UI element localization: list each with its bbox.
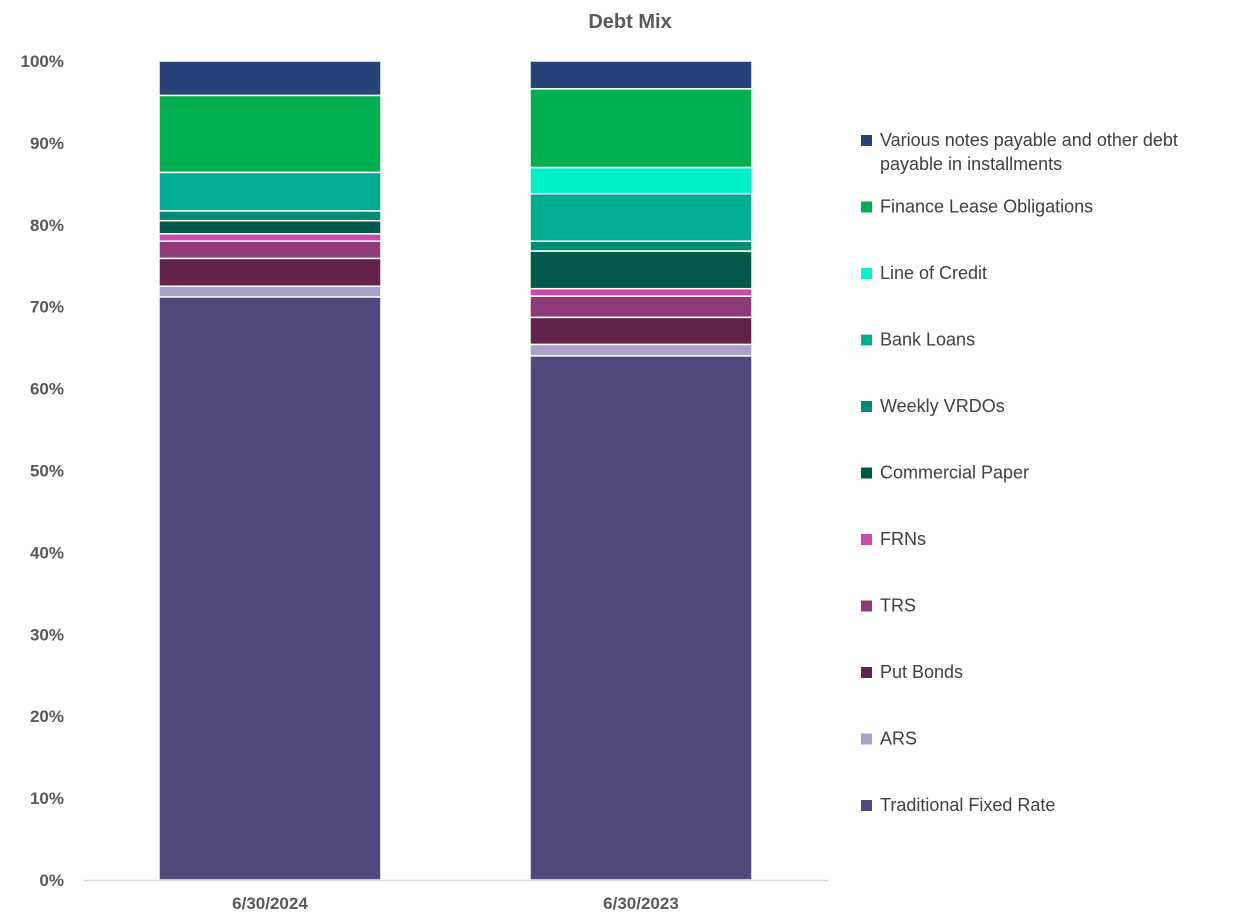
y-tick-label: 70% xyxy=(30,298,64,317)
x-axis: 6/30/2024 6/30/2023 xyxy=(232,894,679,913)
y-tick-label: 60% xyxy=(30,380,64,399)
x-tick-label: 6/30/2023 xyxy=(603,894,679,913)
bar-segment xyxy=(529,166,753,195)
y-tick-label: 10% xyxy=(30,789,64,808)
legend-item: FRNs xyxy=(861,529,926,549)
legend-swatch xyxy=(861,534,872,545)
legend-label: TRS xyxy=(880,596,916,616)
legend-swatch xyxy=(861,135,872,146)
y-tick-label: 100% xyxy=(21,52,64,71)
legend-label: Commercial Paper xyxy=(880,463,1029,483)
legend-swatch xyxy=(861,401,872,412)
legend-item: Commercial Paper xyxy=(861,463,1029,483)
legend-swatch xyxy=(861,268,872,279)
bar-segment xyxy=(529,316,753,346)
bar-segment xyxy=(158,219,382,235)
legend-label: FRNs xyxy=(880,529,926,549)
y-tick-label: 50% xyxy=(30,462,64,481)
bar-segment xyxy=(158,257,382,287)
legend-item: Finance Lease Obligations xyxy=(861,197,1093,217)
legend-swatch xyxy=(861,201,872,213)
legend-swatch xyxy=(861,600,872,612)
bar-segment xyxy=(529,250,753,290)
legend-swatch xyxy=(861,733,872,745)
legend-swatch xyxy=(861,667,872,678)
y-tick-label: 20% xyxy=(30,707,64,726)
bar-stack xyxy=(529,60,753,881)
y-tick-label: 0% xyxy=(39,871,64,890)
legend-swatch xyxy=(861,334,872,346)
bar-segment xyxy=(158,296,382,881)
bar-segment xyxy=(529,343,753,357)
legend-label: Weekly VRDOs xyxy=(880,396,1005,416)
bar-segment xyxy=(529,192,753,242)
legend-label: Traditional Fixed Rate xyxy=(880,795,1055,815)
legend-label: Put Bonds xyxy=(880,662,963,682)
legend-item: ARS xyxy=(861,729,917,749)
bar-segment xyxy=(529,240,753,252)
bar-segment xyxy=(158,233,382,242)
chart-title: Debt Mix xyxy=(588,11,671,33)
plot-area xyxy=(158,60,753,881)
bar-segment xyxy=(158,171,382,212)
legend-item: Line of Credit xyxy=(861,263,987,283)
legend-item: Bank Loans xyxy=(861,330,975,350)
y-tick-label: 40% xyxy=(30,543,64,562)
bar-segment xyxy=(529,88,753,169)
y-tick-label: 30% xyxy=(30,625,64,644)
bar-segment xyxy=(529,295,753,319)
x-tick-label: 6/30/2024 xyxy=(232,894,308,913)
legend-label: Line of Credit xyxy=(880,263,987,283)
bar-segment xyxy=(158,210,382,222)
legend-item: TRS xyxy=(861,596,916,616)
legend-label: Various notes payable and other debt paya… xyxy=(880,130,1178,174)
legend-item: Various notes payable and other debt paya… xyxy=(861,130,1178,174)
bar-segment xyxy=(529,355,753,881)
bar-segment xyxy=(158,240,382,260)
legend-swatch xyxy=(861,800,872,811)
bar-segment xyxy=(529,60,753,90)
bar-segment xyxy=(529,287,753,297)
legend: Various notes payable and other debt paya… xyxy=(861,130,1178,815)
bar-stack xyxy=(158,60,382,881)
bar-segment xyxy=(158,285,382,298)
legend-item: Weekly VRDOs xyxy=(861,396,1005,416)
bar-segment xyxy=(158,94,382,174)
bar-segment xyxy=(158,60,382,97)
legend-label: ARS xyxy=(880,729,917,749)
legend-label: Finance Lease Obligations xyxy=(880,197,1093,217)
legend-item: Traditional Fixed Rate xyxy=(861,795,1055,815)
legend-item: Put Bonds xyxy=(861,662,963,682)
legend-label: Bank Loans xyxy=(880,330,975,350)
y-tick-label: 90% xyxy=(30,134,64,153)
y-axis: 0% 10% 20% 30% 40% 50% 60% 70% 80% 90% 100% xyxy=(21,52,64,890)
y-tick-label: 80% xyxy=(30,216,64,235)
legend-swatch xyxy=(861,467,872,479)
